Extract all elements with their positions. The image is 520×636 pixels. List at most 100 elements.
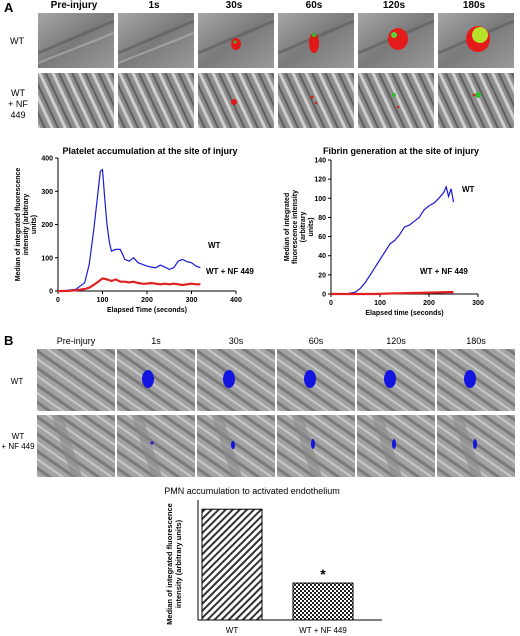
y-tick-label: 120 [314,177,326,184]
micrograph-nf449-1s [118,73,194,128]
x-tick-label: 100 [374,300,386,307]
x-axis-label: Elapsed Time (seconds) [107,307,187,314]
micrograph-nf449-60s [278,73,354,128]
series-line-wt [331,184,455,295]
pmn-signal [304,370,316,388]
row-label-line: WT [10,36,24,46]
micrograph-wt-pre-injury [38,13,114,68]
series-label: WT [462,185,475,194]
pmn-micrograph-nf449-30s [197,415,275,477]
bar-wt [201,508,263,621]
micrograph-wt-60s [278,13,354,68]
panel-a-letter: A [4,0,14,15]
y-tick-label: 100 [41,255,53,262]
platelet-chart-title: Platelet accumulation at the site of inj… [62,146,238,156]
panel-a-row-label-wt: WT [0,36,34,47]
micrograph-nf449-180s [438,73,514,128]
platelet-signal [388,28,408,50]
platelet-accumulation-chart: 0 100 200 300 400 0 100 200 300 400 Elapsed Time (… [15,156,254,315]
panel-b-letter: B [4,333,14,348]
panel-b-time-label: Pre-injury [56,336,96,346]
pmn-signal [142,370,154,388]
panel-b-row-label-nf449: WT + NF 449 [0,432,36,452]
x-axis-label: Elapsed time (seconds) [365,310,443,317]
platelet-signal [231,99,237,105]
bar-category-label: WT + NF 449 [299,626,347,635]
y-axis-label: Median of integrated fluorescenceintensi… [165,503,183,625]
bar-nf449 [292,582,354,621]
pmn-signal [464,370,476,388]
x-tick-label: 300 [472,300,484,307]
micrograph-wt-180s [438,13,514,68]
panel-b-time-label: 60s [308,336,324,346]
y-tick-label: 400 [41,156,53,163]
x-tick-label: 100 [97,297,109,304]
series-line-nf449 [331,291,454,296]
row-label-line: WT [10,377,24,386]
bar-category-label: WT [226,626,239,635]
series-label: WT [208,241,221,250]
fibrin-generation-chart: 0 20 40 60 80 100 120 140 0 100 200 300 Elapsed time… [284,158,484,318]
y-tick-label: 200 [41,222,53,229]
pmn-signal [473,439,477,449]
micrograph-nf449-30s [198,73,274,128]
y-tick-label: 0 [49,289,53,296]
series-label: WT + NF 449 [420,267,468,276]
row-label-line: WT [11,88,25,98]
x-tick-label: 0 [56,297,60,304]
pmn-micrograph-wt-60s [277,349,355,411]
x-tick-label: 0 [329,300,333,307]
panel-a-time-label: 180s [462,0,486,11]
platelet-signal [231,38,241,50]
y-axis-label: Median of integratedfluorescence intensi… [284,190,315,264]
platelet-signal [309,33,319,53]
pmn-micrograph-nf449-180s [437,415,515,477]
pmn-micrograph-nf449-120s [357,415,435,477]
pmn-micrograph-wt-pre-injury [37,349,115,411]
panel-b-time-label: 30s [228,336,244,346]
panel-b-row-label-wt: WT [0,377,34,387]
x-tick-label: 300 [186,297,198,304]
micrograph-nf449-pre-injury [38,73,114,128]
series-line-nf449 [58,277,201,293]
y-tick-label: 20 [318,272,326,279]
pmn-micrograph-nf449-pre-injury [37,415,115,477]
panel-a-time-label: 1s [148,0,160,11]
y-tick-label: 80 [318,215,326,222]
y-tick-label: 300 [41,189,53,196]
panel-a-time-label: 60s [305,0,323,11]
x-tick-label: 200 [141,297,153,304]
micrograph-wt-1s [118,13,194,68]
significance-asterisk: * [320,566,326,582]
y-tick-label: 40 [318,253,326,260]
pmn-signal [231,441,235,449]
panel-a-time-label: Pre-injury [50,0,98,11]
pmn-micrograph-wt-180s [437,349,515,411]
pmn-signal [392,439,396,449]
y-tick-label: 140 [314,158,326,165]
pmn-signal [384,370,396,388]
micrograph-wt-30s [198,13,274,68]
x-tick-label: 200 [423,300,435,307]
fibrin-chart-title: Fibrin generation at the site of injury [322,146,479,156]
pmn-signal [223,370,235,388]
pmn-accumulation-chart: PMN accumulation to activated endotheliu… [164,486,382,635]
panel-b-time-label: 120s [386,336,406,346]
x-tick-label: 400 [230,297,242,304]
panel-a-time-label: 30s [225,0,243,11]
y-axis-label: Median of integrated fluorescenceintensi… [15,168,38,282]
row-label-line: + NF 449 [1,442,35,451]
y-tick-label: 100 [314,196,326,203]
panel-a-row-label-nf449: WT + NF 449 [0,88,36,121]
panel-a-time-label: 120s [382,0,406,11]
series-label: WT + NF 449 [206,267,254,276]
panel-b-time-label: 180s [466,336,486,346]
row-label-line: WT [11,432,25,441]
micrograph-nf449-120s [358,73,434,128]
pmn-chart-title: PMN accumulation to activated endotheliu… [164,486,340,496]
row-label-line: + NF 449 [8,99,28,120]
y-tick-label: 60 [318,234,326,241]
micrograph-wt-120s [358,13,434,68]
pmn-micrograph-wt-120s [357,349,435,411]
series-line-wt [57,168,201,292]
